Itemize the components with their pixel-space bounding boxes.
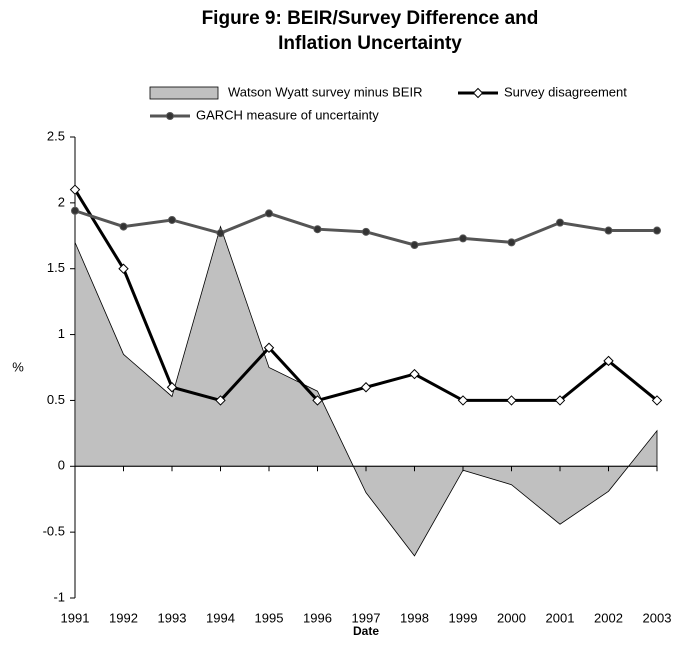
chart-title: Figure 9: BEIR/Survey Difference and Inf…	[201, 8, 539, 54]
x-tick-label: 1993	[158, 610, 187, 625]
marker	[472, 87, 484, 99]
x-tick-label: 1992	[109, 610, 138, 625]
marker	[265, 209, 273, 218]
marker	[604, 226, 613, 235]
x-tick-label: 1996	[303, 610, 332, 625]
x-tick-label: 1995	[255, 610, 284, 625]
y-tick-label: 0	[58, 458, 65, 473]
marker	[71, 206, 79, 215]
legend-label: Watson Wyatt survey minus BEIR	[228, 84, 422, 99]
y-tick-label: -0.5	[43, 524, 65, 539]
marker	[118, 263, 129, 274]
marker	[506, 395, 517, 406]
y-tick-label: 1.5	[47, 260, 65, 275]
marker	[457, 395, 469, 406]
legend-label: GARCH measure of uncertainty	[196, 107, 379, 122]
y-tick-label: 2	[58, 194, 65, 209]
y-tick-label: 0.5	[47, 392, 65, 407]
marker	[507, 238, 516, 247]
marker	[603, 355, 614, 367]
x-tick-label: 2000	[497, 610, 526, 625]
x-axis-label: Date	[353, 624, 379, 638]
legend-swatch	[149, 86, 219, 100]
y-tick-label: 1	[58, 326, 65, 341]
marker	[263, 342, 275, 353]
marker	[556, 218, 564, 227]
marker	[362, 227, 370, 236]
y-tick-label: -1	[53, 589, 65, 604]
x-tick-label: 2001	[546, 610, 575, 625]
legend-label: Survey disagreement	[504, 84, 627, 99]
x-tick-label: 1997	[352, 610, 381, 625]
x-tick-label: 1991	[61, 610, 90, 625]
marker	[651, 395, 663, 406]
marker	[215, 395, 226, 406]
marker	[166, 382, 178, 393]
marker	[410, 241, 419, 250]
marker	[554, 395, 566, 406]
marker	[313, 225, 322, 234]
marker	[168, 215, 176, 224]
y-tick-label: 2.5	[47, 128, 65, 143]
x-tick-label: 1994	[206, 610, 235, 625]
x-tick-label: 2002	[594, 610, 623, 625]
area	[74, 225, 658, 557]
marker	[312, 395, 323, 406]
marker	[459, 234, 467, 243]
marker	[119, 222, 128, 231]
x-tick-label: 1999	[449, 610, 478, 625]
marker	[216, 229, 225, 238]
marker	[166, 112, 174, 120]
y-axis-label: %	[12, 359, 24, 374]
marker	[409, 368, 420, 380]
marker	[360, 382, 372, 393]
x-tick-label: 1998	[400, 610, 429, 625]
marker	[653, 226, 661, 235]
marker	[69, 184, 81, 195]
x-tick-label: 2003	[643, 610, 672, 625]
